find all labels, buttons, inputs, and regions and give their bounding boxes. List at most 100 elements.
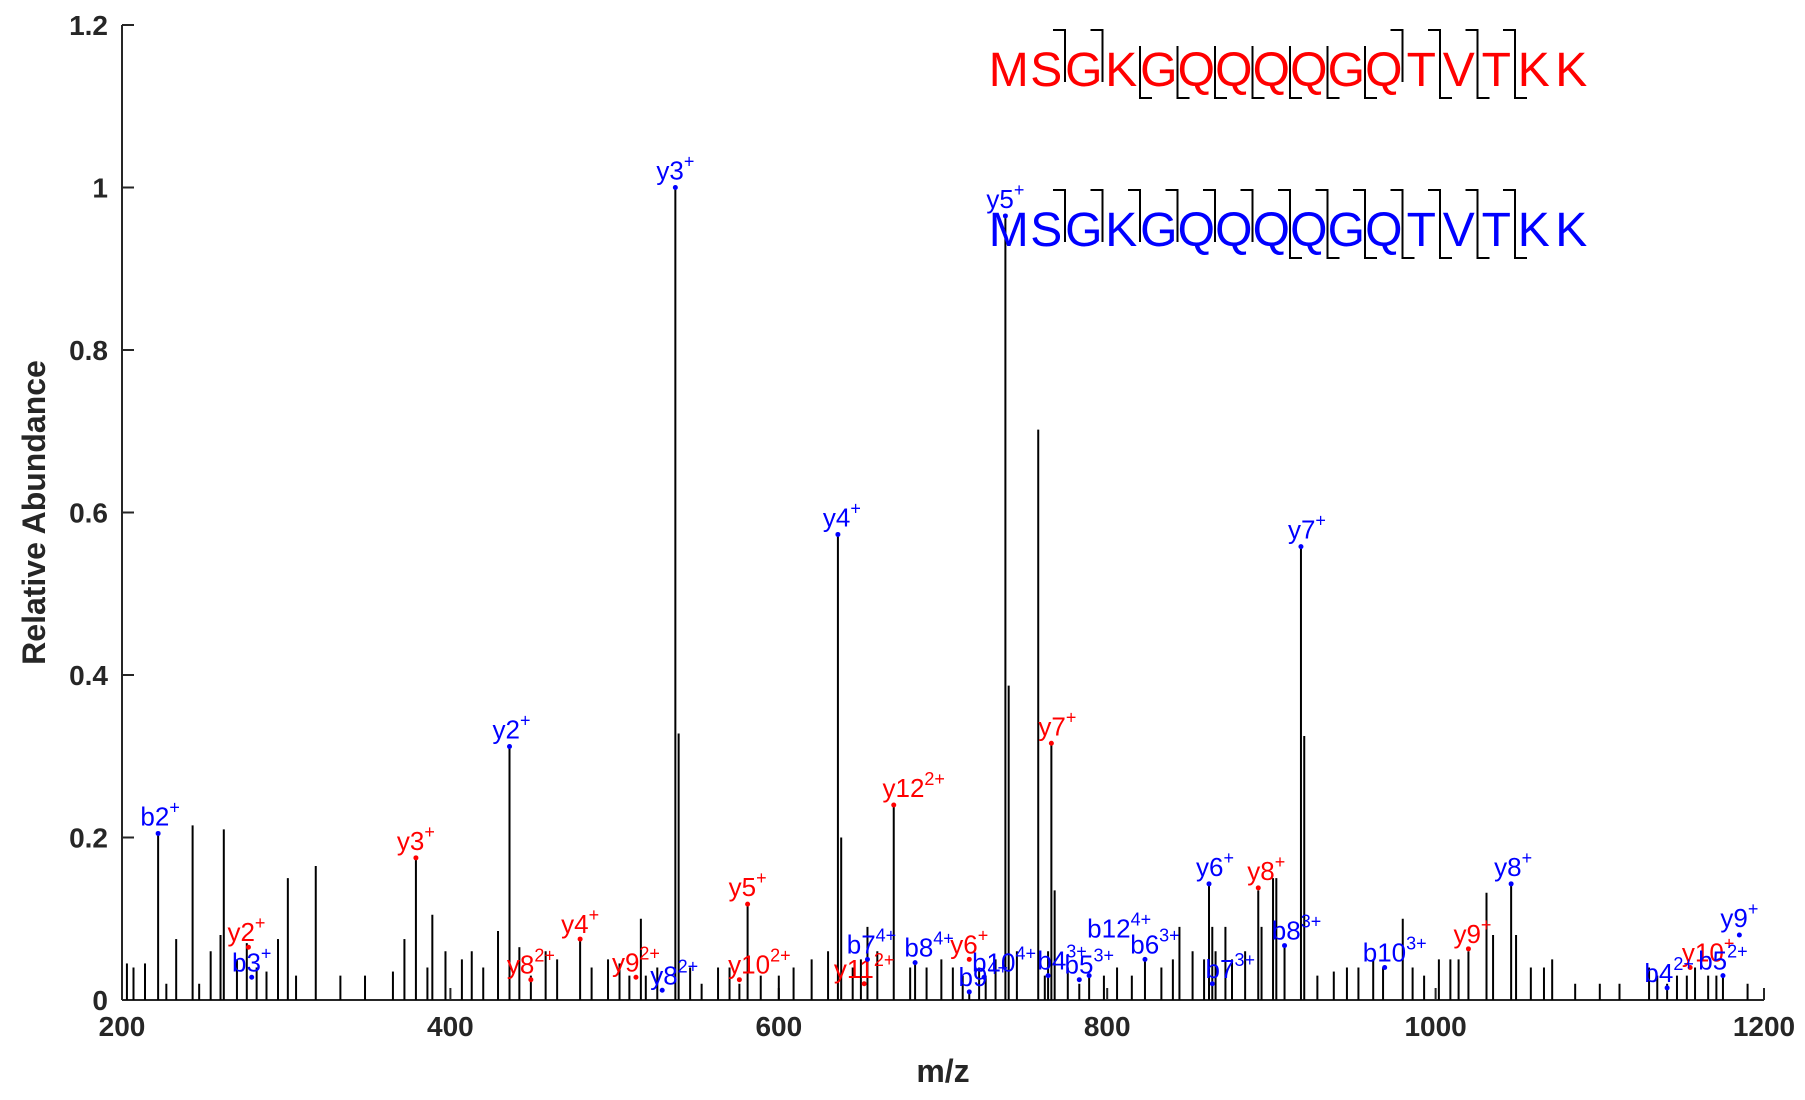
ion-label: y92+	[612, 943, 660, 977]
peptide-sequences: M S G K G Q Q Q Q G Q T V T K KM S G K G Q Q Q Q G Q T V T K K	[989, 29, 1587, 259]
ion-marker	[745, 901, 751, 907]
b-ion-bracket	[1203, 189, 1216, 242]
sequence-letter: G	[1065, 204, 1102, 257]
ion-label: b104+	[972, 943, 1036, 977]
ion-marker	[528, 977, 534, 983]
y-tick-label: 0	[92, 985, 108, 1016]
ion-label: y4+	[823, 498, 861, 532]
sequence-letter: Q	[1215, 44, 1252, 97]
ion-marker	[1720, 973, 1726, 979]
ion-marker	[1382, 965, 1388, 970]
y-axis-title: Relative Abundance	[16, 360, 52, 665]
ion-label: y4+	[561, 905, 599, 939]
ion-marker	[413, 855, 419, 861]
b-ion-bracket	[1090, 29, 1104, 82]
y-ion-bracket	[1401, 206, 1415, 259]
y-ion-bracket	[1289, 46, 1302, 99]
y-ion-bracket	[1289, 206, 1302, 259]
sequence-letter: G	[1140, 204, 1177, 257]
ion-marker	[507, 744, 513, 749]
ion-marker	[1664, 985, 1670, 991]
sequence-letter: Q	[1178, 204, 1215, 257]
ion-marker	[633, 974, 639, 980]
ion-label: b3+	[232, 943, 271, 977]
ion-label: b103+	[1363, 934, 1427, 968]
ion-marker	[1687, 965, 1693, 970]
ion-marker	[577, 936, 583, 942]
ion-marker	[864, 956, 870, 962]
ion-marker	[1086, 973, 1092, 979]
ion-marker	[891, 802, 897, 808]
ion-label: b52+	[1698, 942, 1747, 976]
ion-label: y8+	[1247, 852, 1285, 886]
sequence-letter: T	[1407, 204, 1436, 257]
sequence-letter: K	[1105, 44, 1137, 97]
x-tick-label: 1200	[1733, 1011, 1795, 1042]
y-ion-bracket	[1176, 46, 1190, 99]
sequence-letter: T	[1482, 44, 1511, 97]
ion-marker	[912, 960, 918, 966]
ion-marker	[672, 185, 678, 190]
sequence-letter: S	[1030, 204, 1062, 257]
ion-label: b83+	[1272, 912, 1321, 946]
y-ion-bracket	[1364, 206, 1377, 259]
ion-marker	[1002, 213, 1008, 219]
ion-marker	[1255, 885, 1261, 891]
y-tick-label: 0.6	[69, 498, 108, 529]
ion-marker	[1142, 956, 1148, 962]
sequence-letter: M	[989, 204, 1029, 257]
sequence-letter: Q	[1178, 44, 1215, 97]
sequence-letter: K	[1518, 204, 1550, 257]
ion-label: b84+	[904, 929, 953, 963]
ion-marker	[1206, 881, 1212, 887]
sequence-letter: G	[1328, 44, 1365, 97]
ion-marker	[966, 956, 972, 962]
y-axis-ticks: 0 0.2 0.4 0.6 0.8 1 1.2	[69, 10, 134, 1016]
ion-label: y9+	[1720, 899, 1758, 933]
sequence-letter: T	[1407, 44, 1436, 97]
b-ion-bracket	[1090, 189, 1104, 242]
ion-label: y5+	[986, 180, 1024, 214]
ion-marker	[1298, 544, 1304, 550]
sequence-letter: V	[1443, 44, 1475, 97]
ion-annotations: y2+y3+y82+y4+y92+y5+y102+ y112+y122+y6+y7…	[140, 152, 1758, 995]
ion-label: b43+	[1037, 942, 1086, 976]
ion-label: y2+	[227, 913, 265, 947]
ion-marker	[1282, 943, 1288, 949]
y-ion-bracket	[1326, 206, 1340, 259]
y-tick-label: 1	[92, 173, 108, 204]
sequence-letter: S	[1030, 44, 1062, 97]
y-tick-label: 1.2	[69, 10, 108, 41]
ion-label: b74+	[847, 925, 896, 959]
x-tick-label: 800	[1084, 1011, 1131, 1042]
ion-marker	[1048, 740, 1054, 746]
axes: 200 400 600 800 1000 1200 0 0.2 0.4 0.6 0.8 1 1.2 m…	[16, 10, 1795, 1089]
x-tick-label: 1000	[1404, 1011, 1466, 1042]
x-tick-label: 600	[755, 1011, 802, 1042]
ion-marker	[835, 531, 841, 537]
y-ion-bracket	[1251, 46, 1265, 99]
sequence-letter: Q	[1290, 44, 1327, 97]
ion-label: y7+	[1038, 707, 1076, 741]
sequence-letter: K	[1555, 204, 1587, 257]
ion-marker	[981, 974, 987, 980]
ion-marker	[155, 830, 161, 836]
ion-label: y3+	[656, 152, 694, 186]
x-axis-ticks: 200 400 600 800 1000 1200	[99, 988, 1795, 1042]
b-ion-bracket	[1165, 189, 1179, 242]
ion-marker	[659, 987, 665, 993]
ion-label: y112+	[834, 950, 895, 984]
ion-marker	[966, 989, 972, 995]
sequence-letter: Q	[1365, 44, 1402, 97]
ion-label: y3+	[397, 822, 435, 856]
ion-label: y5+	[729, 868, 767, 902]
b-ion-bracket	[1053, 29, 1066, 82]
sequence-letter: V	[1443, 204, 1475, 257]
b-ion-bracket	[1053, 189, 1066, 242]
ion-label: y10+	[1682, 934, 1734, 968]
sequence-letter: Q	[1253, 44, 1290, 97]
ion-marker	[1209, 981, 1215, 987]
